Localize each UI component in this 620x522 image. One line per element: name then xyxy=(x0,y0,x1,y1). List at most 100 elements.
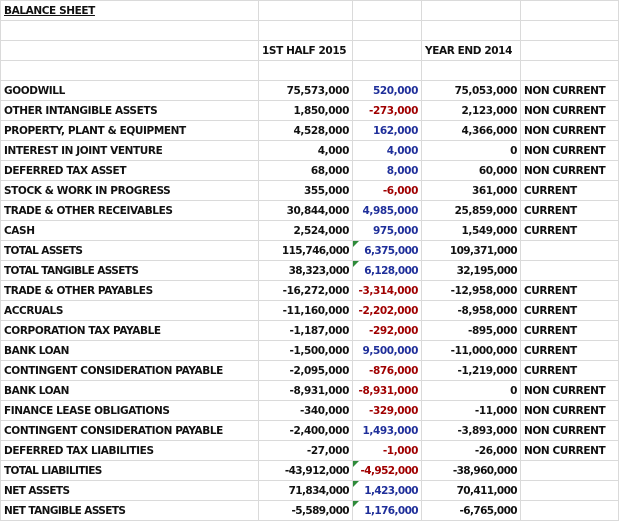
row xyxy=(0,60,619,81)
first-half-value: -43,912,000 xyxy=(258,460,353,481)
change-value: -6,000 xyxy=(352,180,422,201)
classification: NON CURRENT xyxy=(520,100,619,121)
row-label: DEFERRED TAX LIABILITIES xyxy=(0,440,259,461)
year-end-value: -26,000 xyxy=(421,440,521,461)
year-end-value: -895,000 xyxy=(421,320,521,341)
change-value: 520,000 xyxy=(352,80,422,101)
row: BANK LOAN -1,500,000 9,500,000 -11,000,000 C… xyxy=(0,340,619,361)
year-end-value: -12,958,000 xyxy=(421,280,521,301)
row: 1ST HALF 2015 YEAR END 2014 xyxy=(0,40,619,61)
first-half-value: 71,834,000 xyxy=(258,480,353,501)
row: TOTAL TANGIBLE ASSETS 38,323,000 6,128,000… xyxy=(0,260,619,281)
cell xyxy=(258,60,353,81)
year-end-value: 0 xyxy=(421,140,521,161)
first-half-value: 355,000 xyxy=(258,180,353,201)
first-half-value: -340,000 xyxy=(258,400,353,421)
first-half-value: -2,095,000 xyxy=(258,360,353,381)
row: BALANCE SHEET xyxy=(0,0,619,21)
row: OTHER INTANGIBLE ASSETS 1,850,000 -273,000… xyxy=(0,100,619,121)
classification: CURRENT xyxy=(520,180,619,201)
classification: CURRENT xyxy=(520,320,619,341)
first-half-value: 115,746,000 xyxy=(258,240,353,261)
cell xyxy=(0,20,259,41)
row-label: OTHER INTANGIBLE ASSETS xyxy=(0,100,259,121)
first-half-value: -8,931,000 xyxy=(258,380,353,401)
classification: NON CURRENT xyxy=(520,420,619,441)
change-value: 6,375,000 xyxy=(352,240,422,261)
change-value: 1,423,000 xyxy=(352,480,422,501)
year-end-value: -38,960,000 xyxy=(421,460,521,481)
row: CORPORATION TAX PAYABLE -1,187,000 -292,00… xyxy=(0,320,619,341)
change-value: 9,500,000 xyxy=(352,340,422,361)
row: ACCRUALS -11,160,000 -2,202,000 -8,958,000 C… xyxy=(0,300,619,321)
column-header: 1ST HALF 2015 xyxy=(258,40,353,61)
change-value: 8,000 xyxy=(352,160,422,181)
row-label: ACCRUALS xyxy=(0,300,259,321)
row: CASH 2,524,000 975,000 1,549,000 CURRENT xyxy=(0,220,619,241)
row-label: INTEREST IN JOINT VENTURE xyxy=(0,140,259,161)
row: PROPERTY, PLANT & EQUIPMENT 4,528,000 162,… xyxy=(0,120,619,141)
first-half-value: -11,160,000 xyxy=(258,300,353,321)
cell xyxy=(421,20,521,41)
row-label: FINANCE LEASE OBLIGATIONS xyxy=(0,400,259,421)
year-end-value: 2,123,000 xyxy=(421,100,521,121)
classification: NON CURRENT xyxy=(520,440,619,461)
cell xyxy=(520,260,619,281)
first-half-value: 30,844,000 xyxy=(258,200,353,221)
row: NET ASSETS 71,834,000 1,423,000 70,411,000 xyxy=(0,480,619,501)
first-half-value: 4,000 xyxy=(258,140,353,161)
classification: CURRENT xyxy=(520,340,619,361)
year-end-value: -11,000,000 xyxy=(421,340,521,361)
sheet-title: BALANCE SHEET xyxy=(0,0,259,21)
row-label: BANK LOAN xyxy=(0,340,259,361)
first-half-value: -27,000 xyxy=(258,440,353,461)
cell xyxy=(421,0,521,21)
year-end-value: 361,000 xyxy=(421,180,521,201)
column-header: YEAR END 2014 xyxy=(421,40,521,61)
year-end-value: 32,195,000 xyxy=(421,260,521,281)
classification: CURRENT xyxy=(520,360,619,381)
row: TRADE & OTHER RECEIVABLES 30,844,000 4,985… xyxy=(0,200,619,221)
row: TRADE & OTHER PAYABLES -16,272,000 -3,314,… xyxy=(0,280,619,301)
row: NET TANGIBLE ASSETS -5,589,000 1,176,000 -6… xyxy=(0,500,619,521)
first-half-value: 75,573,000 xyxy=(258,80,353,101)
first-half-value: -5,589,000 xyxy=(258,500,353,521)
classification: CURRENT xyxy=(520,300,619,321)
cell xyxy=(421,60,521,81)
row-label: CORPORATION TAX PAYABLE xyxy=(0,320,259,341)
classification: NON CURRENT xyxy=(520,160,619,181)
classification: NON CURRENT xyxy=(520,80,619,101)
cell xyxy=(0,40,259,61)
row-label: STOCK & WORK IN PROGRESS xyxy=(0,180,259,201)
change-value: -8,931,000 xyxy=(352,380,422,401)
cell xyxy=(0,60,259,81)
year-end-value: -11,000 xyxy=(421,400,521,421)
year-end-value: 75,053,000 xyxy=(421,80,521,101)
row-label: TRADE & OTHER PAYABLES xyxy=(0,280,259,301)
row: CONTINGENT CONSIDERATION PAYABLE -2,400,0… xyxy=(0,420,619,441)
cell xyxy=(520,500,619,521)
change-value: -876,000 xyxy=(352,360,422,381)
cell xyxy=(352,0,422,21)
change-value: -3,314,000 xyxy=(352,280,422,301)
row: TOTAL LIABILITIES -43,912,000 -4,952,000 -3… xyxy=(0,460,619,481)
row: FINANCE LEASE OBLIGATIONS -340,000 -329,00… xyxy=(0,400,619,421)
cell xyxy=(352,20,422,41)
cell xyxy=(520,240,619,261)
row: TOTAL ASSETS 115,746,000 6,375,000 109,371,… xyxy=(0,240,619,261)
row xyxy=(0,20,619,41)
year-end-value: -3,893,000 xyxy=(421,420,521,441)
cell xyxy=(520,480,619,501)
first-half-value: -16,272,000 xyxy=(258,280,353,301)
cell xyxy=(520,60,619,81)
row-label: CONTINGENT CONSIDERATION PAYABLE xyxy=(0,420,259,441)
year-end-value: -6,765,000 xyxy=(421,500,521,521)
row-label: PROPERTY, PLANT & EQUIPMENT xyxy=(0,120,259,141)
row-label: TOTAL LIABILITIES xyxy=(0,460,259,481)
change-value: 1,176,000 xyxy=(352,500,422,521)
change-value: 4,985,000 xyxy=(352,200,422,221)
cell xyxy=(352,40,422,61)
row: BANK LOAN -8,931,000 -8,931,000 0 NON CURREN… xyxy=(0,380,619,401)
